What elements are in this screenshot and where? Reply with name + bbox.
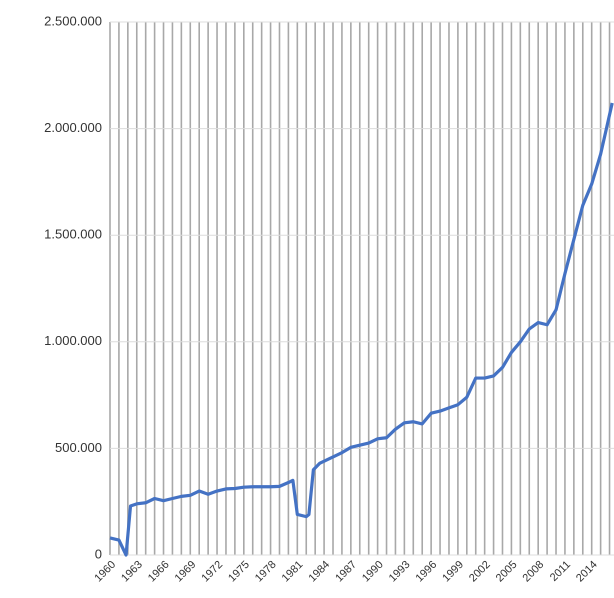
x-tick-label: 2014: [574, 559, 600, 585]
x-tick-label: 1996: [414, 559, 440, 585]
x-tick-label: 1984: [306, 559, 332, 585]
y-tick-label: 1.000.000: [44, 333, 102, 348]
x-tick-label: 1969: [173, 559, 199, 585]
x-tick-label: 2005: [494, 559, 520, 585]
y-tick-label: 2.500.000: [44, 13, 102, 28]
y-tick-label: 2.000.000: [44, 120, 102, 135]
x-tick-label: 2011: [548, 559, 573, 584]
x-tick-label: 2002: [467, 559, 493, 585]
y-tick-label: 0: [95, 546, 102, 561]
x-tick-label: 1978: [253, 559, 279, 585]
x-tick-label: 1981: [280, 559, 306, 585]
x-tick-label: 1960: [92, 559, 118, 585]
x-tick-label: 2008: [521, 559, 547, 585]
x-tick-label: 1987: [333, 559, 359, 585]
x-tick-label: 1972: [199, 559, 225, 585]
x-tick-label: 1963: [119, 559, 145, 585]
x-tick-label: 1990: [360, 559, 386, 585]
x-tick-label: 1993: [387, 559, 413, 585]
line: [109, 102, 614, 557]
x-tick-label: 1966: [146, 559, 172, 585]
y-tick-label: 1.500.000: [44, 227, 102, 242]
x-tick-label: 1999: [440, 559, 466, 585]
y-tick-label: 500.000: [55, 440, 102, 455]
x-tick-label: 1975: [226, 559, 252, 585]
